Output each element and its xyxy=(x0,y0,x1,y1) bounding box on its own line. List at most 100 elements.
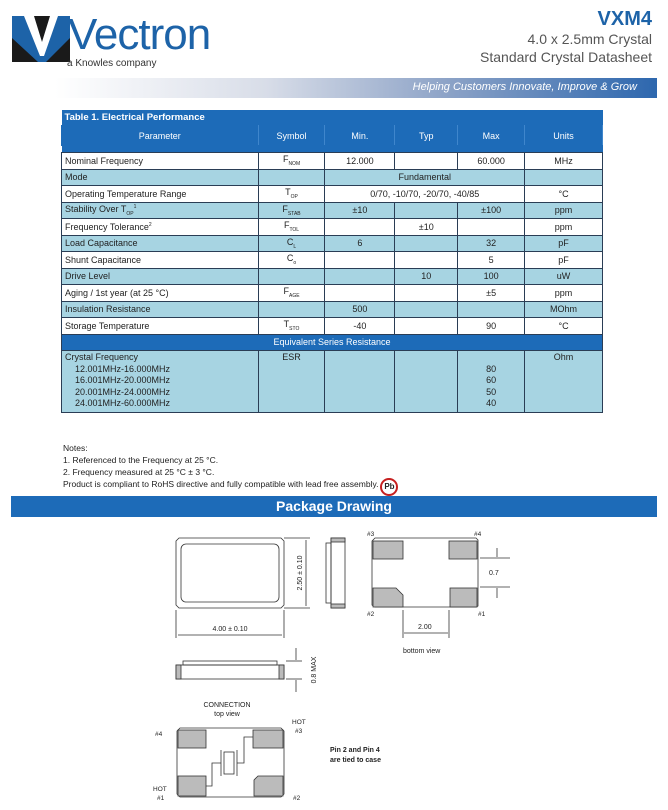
param-cell: Operating Temperature Range xyxy=(61,185,259,203)
notes: Notes: 1. Referenced to the Frequency at… xyxy=(63,442,399,496)
document-title: VXM4 4.0 x 2.5mm Crystal Standard Crysta… xyxy=(480,8,652,66)
max-cell: 32 xyxy=(457,234,526,252)
profile-view xyxy=(175,648,302,692)
typ-cell: ±10 xyxy=(394,218,459,236)
connection-label: CONNECTION xyxy=(203,702,250,709)
units-cell xyxy=(524,168,603,186)
table-row: Nominal Frequency FNOM 12.000 60.000 MHz xyxy=(61,152,603,170)
package-drawing-heading: Package Drawing xyxy=(11,496,657,517)
logo-tagline: a Knowles company xyxy=(67,58,157,69)
table-row: Stability Over TOP1 FSTAB ±10 ±100 ppm xyxy=(61,201,603,219)
typ-cell: 10 xyxy=(394,267,459,285)
note-1: 1. Referenced to the Frequency at 25 °C. xyxy=(63,455,219,465)
table-row: Drive Level 10 100 uW xyxy=(61,267,603,285)
logo-text: Vectron xyxy=(68,10,211,59)
table-row: Storage Temperature TSTO -40 90 °C xyxy=(61,317,603,335)
slogan: Helping Customers Innovate, Improve & Gr… xyxy=(412,81,637,93)
symbol-cell: FNOM xyxy=(257,152,326,170)
max-cell xyxy=(457,300,526,318)
param-cell: Storage Temperature xyxy=(61,317,259,335)
units-cell: ppm xyxy=(524,218,603,236)
pin-label: #4 xyxy=(474,531,482,538)
symbol-cell: FTOL xyxy=(257,218,326,236)
max-cell: 60.000 xyxy=(457,152,526,170)
product-code: VXM4 xyxy=(597,8,652,30)
table-row: Frequency Tolerance2 FTOL ±10 ppm xyxy=(61,218,603,236)
param-cell: Stability Over TOP1 xyxy=(61,201,259,219)
bottom-view xyxy=(371,537,510,638)
min-cell: 500 xyxy=(324,300,396,318)
units-cell: °C xyxy=(524,185,603,203)
pin-label: #1 xyxy=(157,795,165,802)
param-cell: Aging / 1st year (at 25 °C) xyxy=(61,284,259,302)
col-header: Parameter xyxy=(61,125,259,146)
units-cell: ppm xyxy=(524,284,603,302)
col-header: Typ xyxy=(394,125,459,146)
slogan-banner: Helping Customers Innovate, Improve & Gr… xyxy=(55,78,657,98)
esr-max: 80 60 50 40 xyxy=(457,350,526,413)
symbol-cell: TSTO xyxy=(257,317,326,335)
rohs-statement: Product is compliant to RoHS directive a… xyxy=(63,479,379,489)
value-cell: 0/70, -10/70, -20/70, -40/85 xyxy=(324,185,526,203)
pin-label: #1 xyxy=(478,611,486,618)
symbol-cell: CL xyxy=(257,234,326,252)
pin-label: #3 xyxy=(367,531,375,538)
max-cell: 90 xyxy=(457,317,526,335)
product-subtitle: 4.0 x 2.5mm Crystal xyxy=(527,31,652,47)
table-row: Aging / 1st year (at 25 °C) FAGE ±5 ppm xyxy=(61,284,603,302)
min-cell xyxy=(324,267,396,285)
typ-cell xyxy=(394,251,459,269)
max-cell: ±100 xyxy=(457,201,526,219)
esr-units: Ohm xyxy=(524,350,603,413)
typ-cell xyxy=(394,317,459,335)
typ-cell xyxy=(394,201,459,219)
col-header: Max xyxy=(457,125,526,146)
esr-row: Crystal Frequency 12.001MHz-16.000MHz 16.… xyxy=(61,350,603,413)
units-cell: ppm xyxy=(524,201,603,219)
col-header: Units xyxy=(524,125,603,146)
max-cell: ±5 xyxy=(457,284,526,302)
side-view xyxy=(325,537,346,609)
hot-label: HOT xyxy=(153,786,167,793)
symbol-cell xyxy=(257,168,326,186)
dim-height: 2.50 ± 0.10 xyxy=(297,555,304,590)
units-cell: °C xyxy=(524,317,603,335)
package-drawing: 4.00 ± 0.10 2.50 ± 0.10 #3 #4 #2 #1 0.7 … xyxy=(153,531,510,802)
electrical-performance-table: Table 1. Electrical Performance Paramete… xyxy=(61,110,603,413)
pin-label: #2 xyxy=(367,611,375,618)
table-header: Parameter Symbol Min. Typ Max Units xyxy=(61,125,603,146)
symbol-cell: TOP xyxy=(257,185,326,203)
symbol-cell xyxy=(257,267,326,285)
datasheet-type: Standard Crystal Datasheet xyxy=(480,49,652,65)
units-cell: MHz xyxy=(524,152,603,170)
max-cell xyxy=(457,218,526,236)
units-cell: MOhm xyxy=(524,300,603,318)
esr-param: Crystal Frequency 12.001MHz-16.000MHz 16.… xyxy=(61,350,259,413)
top-view-label: top view xyxy=(214,711,241,718)
pin-note: are tied to case xyxy=(330,757,381,764)
logo-v-mark-icon xyxy=(12,16,70,62)
min-cell: -40 xyxy=(324,317,396,335)
esr-symbol: ESR xyxy=(257,350,326,413)
bottom-view-label: bottom view xyxy=(403,648,441,655)
param-cell: Insulation Resistance xyxy=(61,300,259,318)
pin-label: #2 xyxy=(293,795,301,802)
col-header: Symbol xyxy=(257,125,326,146)
table-caption: Table 1. Electrical Performance xyxy=(61,110,603,126)
units-cell: pF xyxy=(524,251,603,269)
min-cell xyxy=(324,251,396,269)
min-cell: 6 xyxy=(324,234,396,252)
units-cell: uW xyxy=(524,267,603,285)
col-header: Min. xyxy=(324,125,396,146)
vectron-logo: Vectron a Knowles company xyxy=(12,8,211,69)
dim-pitch: 2.00 xyxy=(418,624,432,631)
dim-width: 4.00 ± 0.10 xyxy=(213,626,248,633)
param-cell: Load Capacitance xyxy=(61,234,259,252)
hot-label: HOT xyxy=(292,719,306,726)
units-cell: pF xyxy=(524,234,603,252)
param-cell: Frequency Tolerance2 xyxy=(61,218,259,236)
esr-header: Equivalent Series Resistance xyxy=(61,333,603,351)
symbol-cell xyxy=(257,300,326,318)
pin-label: #3 xyxy=(295,728,303,735)
